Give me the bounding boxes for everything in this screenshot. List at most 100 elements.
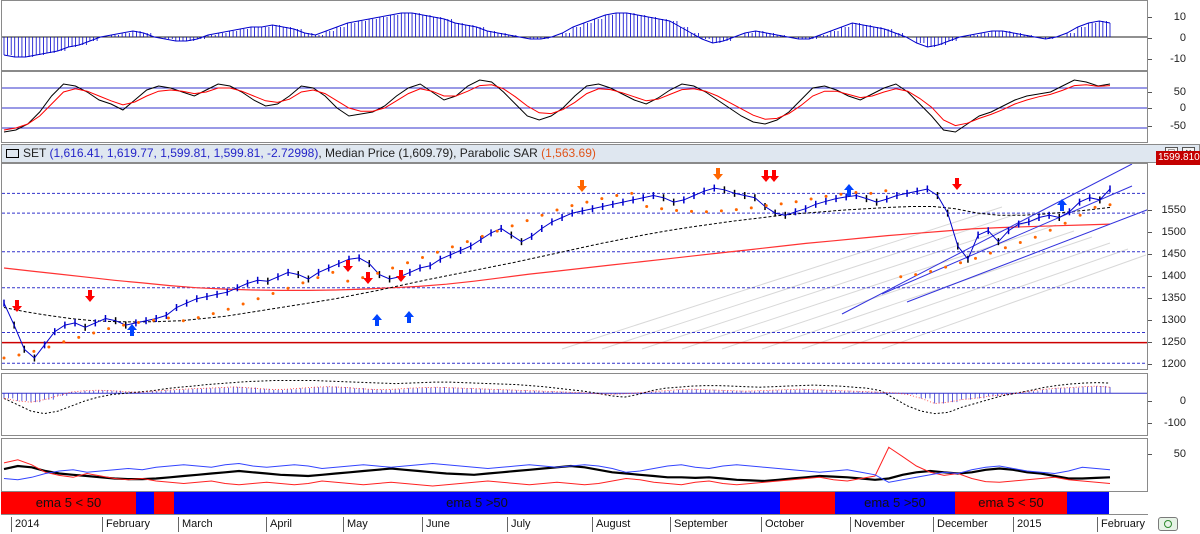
parabolic-sar-dot [719, 209, 723, 213]
month-label: July [507, 517, 531, 532]
price-panel[interactable] [1, 163, 1148, 370]
parabolic-sar-dot [615, 194, 619, 198]
ema-dashed-line [3, 206, 1111, 323]
sell-signal-arrow [12, 300, 22, 312]
fan-line [561, 206, 1003, 350]
fan-line [601, 212, 1021, 350]
parabolic-sar-dot [779, 202, 783, 206]
parabolic-sar-dot [929, 270, 933, 274]
parabolic-sar-dot [495, 229, 499, 233]
oscillator-chart [2, 79, 1147, 133]
fan-line [721, 230, 1075, 350]
adx-tick-50: 50 [1173, 448, 1186, 460]
parabolic-sar-dot [420, 255, 424, 259]
parabolic-sar-dot [540, 213, 544, 217]
parabolic-sar-dot [286, 286, 290, 290]
scroll-indicator-icon[interactable] [1158, 517, 1178, 531]
header-legend: SET (1,616.41, 1,619.77, 1,599.81, 1,599… [23, 146, 596, 160]
momentum-panel[interactable] [1, 0, 1148, 71]
parabolic-sar-dot [450, 245, 454, 249]
trend-segment: ema 5 < 50 [955, 492, 1067, 514]
price-tick: 1350 [1161, 291, 1186, 304]
adx-series-line [3, 464, 1111, 483]
parabolic-sar-dot [973, 256, 977, 260]
trend-segment: ema 5 >50 [174, 492, 780, 514]
last-price-tag: 1599.810 [1156, 151, 1200, 165]
median-value: (1,609.79) [398, 146, 454, 160]
parabolic-sar-dot [166, 316, 170, 320]
trend-segment [154, 492, 174, 514]
parabolic-sar-dot [77, 335, 81, 339]
parabolic-sar-dot [376, 271, 380, 275]
sell-signal-arrow [769, 170, 779, 182]
parabolic-sar-dot [899, 275, 903, 279]
month-label: December [933, 517, 988, 532]
parabolic-sar-dot [884, 189, 888, 193]
median-label: Median Price [325, 146, 396, 160]
osc-tick-50: 50 [1173, 86, 1186, 98]
macd-panel[interactable] [1, 373, 1148, 436]
month-label: June [422, 517, 450, 532]
momentum-tick-neg10: -10 [1170, 53, 1186, 65]
macd-chart [2, 380, 1147, 415]
sell-signal-arrow [713, 168, 723, 180]
parabolic-sar-dot [465, 240, 469, 244]
price-tick: 1250 [1161, 335, 1186, 348]
month-label: November [850, 517, 905, 532]
fan-line [801, 242, 1111, 350]
month-label: February [102, 517, 150, 532]
parabolic-sar-dot [226, 307, 230, 311]
trend-segment [780, 492, 835, 514]
parabolic-sar-dot [869, 191, 873, 195]
ohlc-values: (1,616.41, 1,619.77, 1,599.81, 1,599.81,… [49, 146, 319, 160]
sell-signal-arrow [363, 272, 373, 284]
regression-channel-line [906, 209, 1147, 303]
price-close-line [3, 187, 1111, 359]
macd-tick-0: 0 [1179, 395, 1186, 407]
momentum-chart [2, 12, 1147, 58]
symbol-label: SET [23, 146, 47, 160]
parabolic-sar-dot [1018, 241, 1022, 245]
oscillator-panel[interactable] [1, 71, 1148, 143]
main-chart-header: SET (1,616.41, 1,619.77, 1,599.81, 1,599… [1, 144, 1200, 163]
parabolic-sar-dot [645, 205, 649, 209]
macd-line [3, 385, 1111, 404]
sell-signal-arrow [343, 260, 353, 272]
parabolic-sar-dot [1093, 205, 1097, 209]
parabolic-sar-dot [211, 312, 215, 316]
parabolic-sar-dot [391, 266, 395, 270]
buy-signal-arrow [404, 311, 414, 323]
adx-panel[interactable] [1, 438, 1148, 492]
parabolic-sar-dot [690, 209, 694, 213]
buy-signal-arrow [127, 324, 137, 336]
buy-signal-arrow [1057, 199, 1067, 211]
parabolic-sar-dot [271, 291, 275, 295]
parabolic-sar-dot [525, 219, 529, 223]
trend-segment [1067, 492, 1109, 514]
month-label: May [343, 517, 368, 532]
parabolic-sar-dot [301, 281, 305, 285]
macd-tick-neg100: -100 [1163, 417, 1186, 429]
parabolic-sar-dot [854, 190, 858, 194]
parabolic-sar-dot [256, 297, 260, 301]
fan-line [761, 236, 1093, 350]
trend-status-bar: ema 5 < 50 ema 5 >50 ema 5 >50 ema 5 < 5… [1, 492, 1148, 514]
momentum-line [3, 12, 1111, 58]
parabolic-sar-dot [764, 204, 768, 208]
parabolic-sar-dot [316, 276, 320, 280]
buy-signal-arrow [372, 314, 382, 326]
parabolic-sar-dot [107, 327, 111, 331]
momentum-tick-0: 0 [1179, 32, 1186, 44]
parabolic-sar-dot [675, 208, 679, 212]
parabolic-sar-dot [570, 204, 574, 208]
parabolic-sar-dot [406, 261, 410, 265]
parabolic-sar-dot [959, 261, 963, 265]
parabolic-sar-dot [988, 251, 992, 255]
price-tick: 1550 [1161, 203, 1186, 216]
sell-signal-arrow [952, 178, 962, 190]
trend-segment [136, 492, 154, 514]
adx-series-line [3, 446, 1111, 487]
parabolic-sar-dot [630, 191, 634, 195]
parabolic-sar-dot [914, 273, 918, 277]
parabolic-sar-dot [2, 356, 6, 360]
